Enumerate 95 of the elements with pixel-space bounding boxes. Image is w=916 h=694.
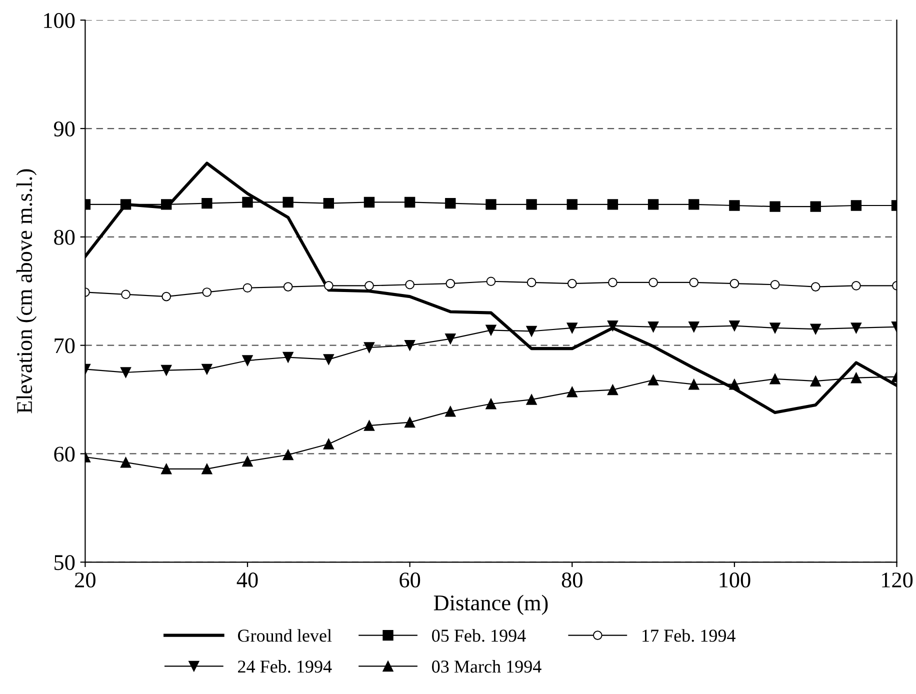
x-tick-label: 100 bbox=[720, 572, 750, 588]
point bbox=[202, 198, 212, 209]
point bbox=[526, 199, 537, 210]
point bbox=[729, 379, 740, 390]
y-tick-label: 70 bbox=[54, 338, 75, 354]
point bbox=[850, 322, 862, 334]
point bbox=[607, 320, 618, 332]
y-tick-label: 100 bbox=[44, 13, 75, 28]
point bbox=[161, 364, 172, 376]
point bbox=[161, 199, 172, 210]
point bbox=[648, 199, 659, 210]
point bbox=[526, 394, 537, 405]
point bbox=[608, 278, 618, 288]
legend-label: Ground level bbox=[238, 629, 332, 642]
point bbox=[445, 333, 456, 344]
point bbox=[323, 438, 334, 450]
y-tick-label: 50 bbox=[54, 555, 75, 570]
point bbox=[770, 322, 780, 334]
point bbox=[120, 457, 132, 468]
point bbox=[850, 200, 862, 211]
point bbox=[648, 322, 659, 332]
y-tick-label: 60 bbox=[54, 446, 75, 462]
point bbox=[364, 196, 375, 208]
point bbox=[446, 278, 456, 288]
legend-label: 17 Feb. 1994 bbox=[642, 629, 736, 642]
point bbox=[323, 198, 334, 209]
point bbox=[364, 342, 375, 353]
point bbox=[282, 352, 294, 363]
point bbox=[526, 326, 537, 337]
y-axis-title: Elevation (cm above m.s.l.) bbox=[16, 169, 37, 414]
x-tick-label: 120 bbox=[882, 572, 913, 588]
point bbox=[566, 386, 578, 398]
point bbox=[607, 199, 618, 210]
point bbox=[770, 374, 780, 384]
point bbox=[810, 282, 820, 292]
point bbox=[730, 278, 740, 288]
point bbox=[445, 406, 456, 417]
y-tick-label: 80 bbox=[54, 230, 75, 245]
point bbox=[852, 281, 861, 290]
point bbox=[405, 280, 414, 290]
point bbox=[566, 322, 578, 334]
point bbox=[688, 379, 700, 390]
point bbox=[242, 355, 253, 366]
point bbox=[120, 199, 132, 210]
x-tick-label: 60 bbox=[400, 572, 420, 588]
point bbox=[242, 196, 253, 208]
point bbox=[810, 324, 821, 334]
point bbox=[445, 198, 456, 209]
point bbox=[729, 320, 740, 332]
point bbox=[688, 322, 700, 332]
point bbox=[283, 282, 293, 292]
point bbox=[689, 278, 699, 288]
point bbox=[323, 354, 334, 365]
point bbox=[810, 201, 821, 212]
point bbox=[486, 199, 496, 210]
point bbox=[770, 280, 780, 290]
x-tick-label: 80 bbox=[562, 572, 582, 588]
point bbox=[486, 324, 496, 336]
point bbox=[120, 367, 132, 378]
x-tick-label: 40 bbox=[236, 572, 258, 588]
point bbox=[567, 278, 577, 288]
point bbox=[648, 374, 659, 386]
point bbox=[324, 281, 334, 290]
x-axis-title: Distance (m) bbox=[434, 594, 548, 615]
point bbox=[242, 456, 253, 467]
point bbox=[688, 199, 700, 210]
y-tick-label: 90 bbox=[54, 121, 75, 136]
point bbox=[770, 201, 780, 212]
x-tick-label: 20 bbox=[75, 572, 96, 588]
point bbox=[729, 200, 740, 211]
legend-label: 24 Feb. 1994 bbox=[238, 660, 332, 673]
point bbox=[404, 416, 416, 428]
point bbox=[242, 283, 252, 293]
point bbox=[282, 449, 294, 460]
point bbox=[607, 384, 618, 396]
point bbox=[202, 464, 212, 474]
legend-label: 05 Feb. 1994 bbox=[432, 629, 526, 642]
point bbox=[566, 199, 578, 210]
point bbox=[404, 340, 416, 351]
point bbox=[404, 196, 416, 208]
point bbox=[202, 364, 212, 375]
point bbox=[486, 398, 496, 410]
point bbox=[850, 372, 862, 384]
point bbox=[648, 278, 658, 288]
point bbox=[161, 464, 172, 474]
point bbox=[202, 288, 212, 297]
point bbox=[121, 290, 130, 300]
point bbox=[526, 278, 536, 288]
point bbox=[162, 292, 171, 302]
point bbox=[486, 276, 496, 286]
point bbox=[282, 196, 294, 208]
point bbox=[364, 420, 375, 431]
point bbox=[810, 376, 821, 386]
legend-label: 03 March 1994 bbox=[432, 660, 542, 673]
point bbox=[364, 281, 374, 290]
